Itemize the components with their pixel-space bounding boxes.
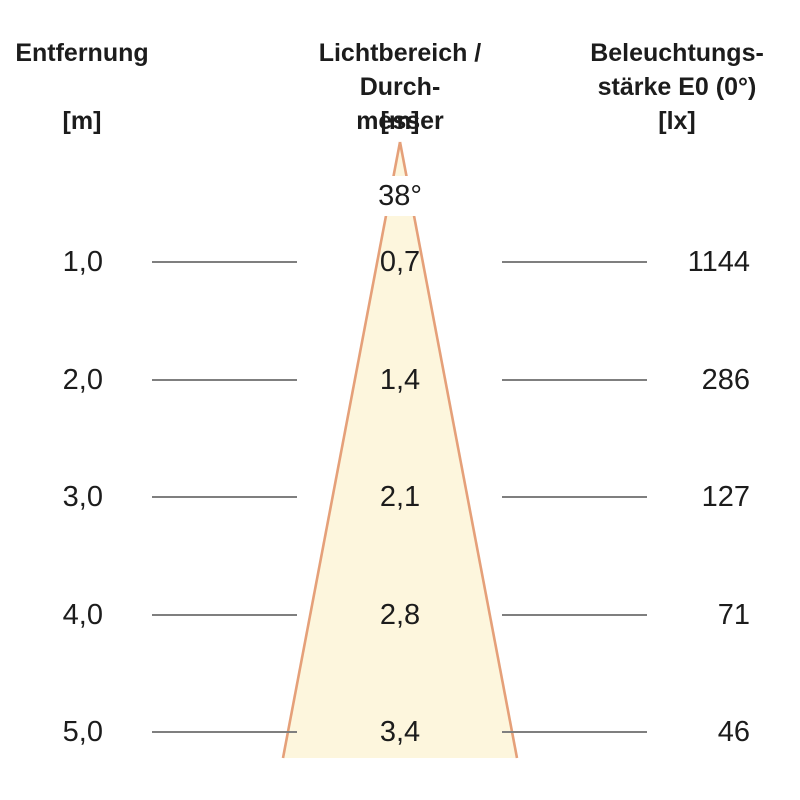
reference-line-right — [502, 261, 647, 263]
header-illuminance-unit: [lx] — [658, 107, 696, 135]
table-row: 1,0 0,7 1144 — [0, 243, 800, 281]
reference-line-left — [152, 496, 297, 498]
header-illuminance-title-line2: stärke E0 (0°) — [597, 73, 757, 101]
illuminance-value: 71 — [717, 599, 750, 631]
header-diameter-title-line1: Lichtbereich / Durch- — [318, 39, 482, 101]
diameter-value: 2,8 — [379, 599, 421, 631]
reference-line-left — [152, 614, 297, 616]
diameter-value: 1,4 — [379, 364, 421, 396]
illuminance-value: 127 — [701, 481, 750, 513]
header-distance-unit: [m] — [62, 107, 102, 135]
reference-line-right — [502, 614, 647, 616]
light-cone-right-edge — [398, 141, 519, 759]
reference-line-left — [152, 731, 297, 733]
illuminance-value: 46 — [717, 716, 750, 748]
reference-line-right — [502, 731, 647, 733]
diameter-value: 0,7 — [379, 246, 421, 278]
table-row: 4,0 2,8 71 — [0, 596, 800, 634]
beam-angle-label: 38° — [364, 176, 436, 216]
header-illuminance: Beleuchtungs- stärke E0 (0°) [lx] — [557, 36, 797, 138]
distance-value: 4,0 — [62, 599, 103, 631]
distance-value: 1,0 — [62, 246, 103, 278]
illuminance-value: 286 — [701, 364, 750, 396]
distance-value: 3,0 — [62, 481, 103, 513]
table-row: 2,0 1,4 286 — [0, 361, 800, 399]
illuminance-value: 1144 — [687, 246, 750, 278]
table-row: 5,0 3,4 46 — [0, 713, 800, 751]
reference-line-left — [152, 379, 297, 381]
header-distance: Entfernung [m] — [2, 36, 162, 138]
header-distance-title: Entfernung — [15, 39, 149, 67]
header-diameter: Lichtbereich / Durch- messer [m] — [280, 36, 520, 138]
table-row: 3,0 2,1 127 — [0, 478, 800, 516]
light-cone-fill — [283, 142, 517, 758]
diameter-value: 2,1 — [379, 481, 421, 513]
header-diameter-title-line2: messer — [356, 107, 444, 135]
distance-value: 2,0 — [62, 364, 103, 396]
distance-value: 5,0 — [62, 716, 103, 748]
reference-line-right — [502, 496, 647, 498]
reference-line-right — [502, 379, 647, 381]
light-cone-left-edge — [281, 141, 402, 759]
header-diameter-unit: [m] — [380, 107, 420, 135]
header-illuminance-title-line1: Beleuchtungs- — [590, 39, 764, 67]
reference-line-left — [152, 261, 297, 263]
diameter-value: 3,4 — [379, 716, 421, 748]
